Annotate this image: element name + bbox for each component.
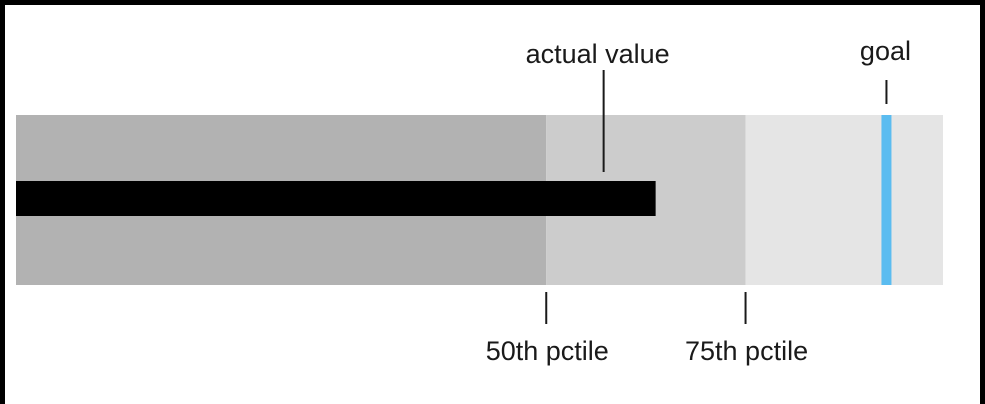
band-above-75th (745, 115, 943, 285)
goal-layer (881, 115, 892, 285)
marker-75th-label: 75th pctile (685, 336, 808, 366)
marker-50th-label: 50th pctile (486, 336, 609, 366)
actual-value-label: actual value (526, 39, 670, 69)
goal-label: goal (860, 36, 911, 66)
actual-layer (16, 181, 656, 216)
annotations: actual value goal 50th pctile 75th pctil… (486, 36, 911, 366)
actual-value-bar (16, 181, 656, 216)
goal-marker (881, 115, 892, 285)
